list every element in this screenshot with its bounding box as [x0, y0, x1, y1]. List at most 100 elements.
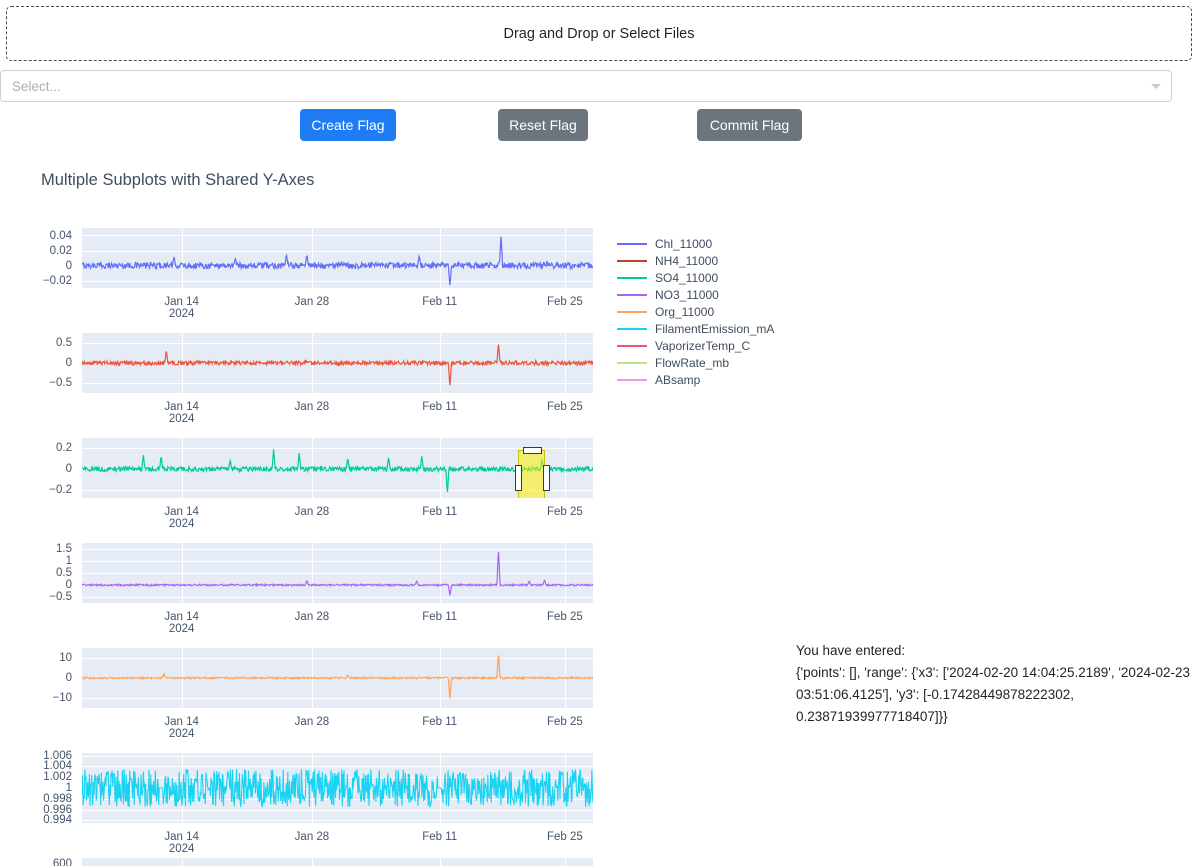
plot-area[interactable] [82, 648, 593, 708]
commit-flag-button[interactable]: Commit Flag [697, 109, 802, 141]
x-tick-date: Jan 14 [164, 506, 199, 518]
create-flag-button[interactable]: Create Flag [300, 109, 396, 141]
plot-area[interactable] [82, 753, 593, 823]
gridline-vertical [565, 228, 566, 288]
resize-handle-right[interactable] [543, 465, 550, 491]
x-tick-date: Jan 28 [294, 296, 330, 308]
legend-item-label: FilamentEmission_mA [655, 321, 775, 336]
legend-swatch-icon [617, 259, 647, 262]
gridline-vertical [312, 543, 313, 603]
gridline-horizontal [82, 788, 593, 789]
x-tick-label: Jan 14 2024 [164, 611, 199, 635]
trace-nh4_11000 [82, 344, 593, 386]
gridline-horizontal [82, 597, 593, 598]
x-tick-date: Feb 11 [422, 401, 458, 413]
resize-handle-left[interactable] [515, 465, 522, 491]
y-tick-label: 10 [59, 652, 72, 664]
gridline-horizontal [82, 585, 593, 586]
y-tick-label: −0.5 [49, 377, 72, 389]
resize-handle-top[interactable] [523, 447, 542, 454]
y-tick-label: 1.006 [43, 749, 72, 762]
y-tick-label: 0 [65, 579, 72, 591]
legend-swatch-icon [617, 361, 647, 364]
subplots-figure[interactable]: Multiple Subplots with Shared Y-Axes 0.0… [0, 155, 1199, 866]
legend-item-absamp[interactable]: ABsamp [617, 371, 817, 388]
x-tick-date: Jan 14 [164, 611, 199, 623]
x-tick-label: Jan 28 [295, 831, 330, 843]
legend-item-nh4_11000[interactable]: NH4_11000 [617, 252, 817, 269]
gridline-horizontal [82, 799, 593, 800]
legend-swatch-icon [617, 327, 647, 330]
legend-item-flowrate_mb[interactable]: FlowRate_mb [617, 354, 817, 371]
legend-item-label: ABsamp [655, 372, 701, 387]
legend-swatch-icon [617, 344, 647, 347]
y-tick-label: 1.5 [56, 543, 72, 555]
gridline-horizontal [82, 469, 593, 470]
y-axis-labels: 1.006 1.004 1.002 1 0.998 0.996 0.994 [0, 749, 76, 827]
gridline-vertical [312, 228, 313, 288]
legend-item-chl_11000[interactable]: Chl_11000 [617, 235, 817, 252]
gridline-horizontal [82, 281, 593, 282]
legend-item-vaporizertemp_c[interactable]: VaporizerTemp_C [617, 337, 817, 354]
file-dropzone[interactable]: Drag and Drop or Select Files [6, 6, 1192, 61]
x-tick-date: Feb 25 [546, 716, 583, 728]
gridline-vertical [440, 858, 441, 866]
chevron-down-icon[interactable] [1151, 83, 1161, 89]
y-tick-label: −0.2 [49, 483, 72, 496]
legend-item-so4_11000[interactable]: SO4_11000 [617, 269, 817, 286]
y-axis-labels: 600 [0, 858, 76, 866]
x-tick-year: 2024 [168, 413, 195, 425]
flag-selection-box[interactable] [515, 447, 550, 498]
y-tick-label: 600 [52, 858, 72, 866]
x-tick-date: Feb 25 [546, 401, 583, 413]
x-tick-date: Jan 28 [294, 611, 330, 623]
figure-title: Multiple Subplots with Shared Y-Axes [41, 171, 315, 189]
x-tick-label: Jan 28 [295, 611, 330, 623]
plot-area[interactable] [82, 438, 593, 498]
y-axis-labels: 0.2 0 −0.2 [0, 438, 76, 498]
legend-swatch-icon [617, 242, 647, 245]
gridline-horizontal [82, 678, 593, 679]
gridline-horizontal [82, 561, 593, 562]
y-tick-label: 1.004 [43, 760, 72, 773]
gridline-vertical [312, 858, 313, 866]
y-tick-label: 0 [65, 357, 72, 369]
legend-item-label: VaporizerTemp_C [655, 338, 751, 353]
gridline-horizontal [82, 448, 593, 449]
x-tick-label: Feb 11 [422, 611, 457, 623]
x-tick-year: 2024 [168, 843, 195, 855]
x-tick-date: Jan 14 [164, 716, 199, 728]
reset-flag-button[interactable]: Reset Flag [498, 109, 588, 141]
y-tick-label: −0.02 [42, 274, 72, 287]
plot-area[interactable] [82, 543, 593, 603]
gridline-vertical [440, 543, 441, 603]
x-tick-date: Feb 11 [422, 611, 458, 623]
x-tick-date: Jan 28 [294, 506, 330, 518]
y-tick-label: 0 [65, 463, 72, 476]
figure-legend[interactable]: Chl_11000 NH4_11000 SO4_11000 NO3_11000 Org_… [617, 235, 817, 388]
x-tick-year: 2024 [168, 728, 195, 740]
x-tick-label: Feb 11 [422, 831, 457, 843]
legend-item-no3_11000[interactable]: NO3_11000 [617, 286, 817, 303]
y-tick-label: 0.5 [56, 337, 72, 349]
plot-area[interactable] [82, 228, 593, 288]
legend-swatch-icon [617, 378, 647, 381]
x-tick-date: Feb 25 [546, 831, 583, 843]
selection-output-panel: You have entered: {'points': [], 'range'… [796, 640, 1191, 728]
y-tick-label: 0.996 [43, 803, 72, 816]
legend-item-org_11000[interactable]: Org_11000 [617, 303, 817, 320]
gridline-vertical [182, 858, 183, 866]
y-tick-label: 1.002 [43, 771, 72, 784]
legend-item-filamentemission_ma[interactable]: FilamentEmission_mA [617, 320, 817, 337]
gridline-horizontal [82, 383, 593, 384]
x-tick-date: Jan 14 [164, 831, 199, 843]
x-tick-date: Jan 14 [164, 296, 199, 308]
plot-area[interactable] [82, 858, 593, 866]
dataset-select[interactable]: Select... [0, 70, 1172, 102]
y-tick-label: 0.2 [56, 442, 72, 455]
plot-area[interactable] [82, 333, 593, 393]
gridline-horizontal [82, 549, 593, 550]
x-tick-label: Jan 14 2024 [164, 506, 199, 530]
x-tick-date: Jan 14 [164, 401, 199, 413]
y-tick-label: 0 [65, 672, 72, 684]
